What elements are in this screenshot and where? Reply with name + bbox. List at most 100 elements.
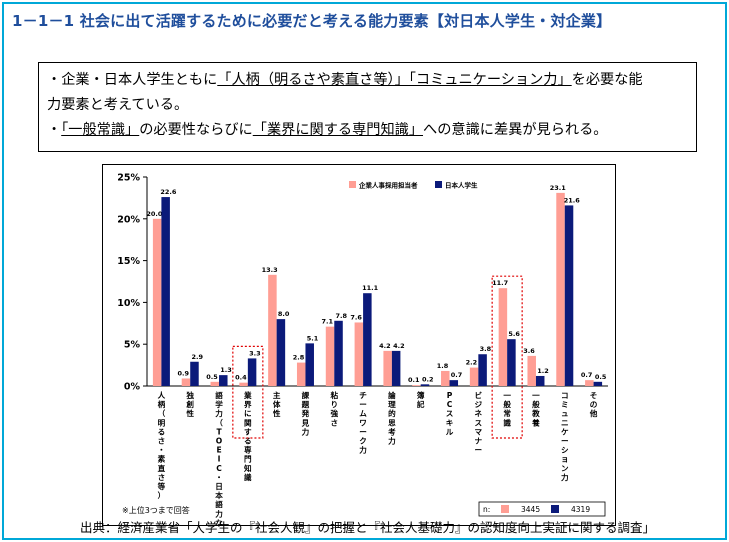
y-tick-label: 10%	[117, 298, 140, 309]
x-category-label: 簿記	[417, 390, 425, 409]
summary-text: ・	[47, 122, 62, 138]
bar-company	[469, 367, 479, 386]
sample-swatch-student	[551, 505, 559, 513]
summary-box: ・企業・日本人学生ともに「人柄（明るさや素直さ等）」「コミュニケーション力」を必…	[38, 62, 697, 152]
bar-company	[181, 378, 191, 386]
highlight-box	[232, 345, 264, 439]
bar-value-label: 2.2	[466, 359, 478, 367]
x-category-label: 一般教養	[531, 391, 540, 427]
bar-company	[498, 288, 508, 386]
sample-size-company: 3445	[521, 505, 540, 514]
bar-value-label: 21.6	[564, 196, 581, 204]
y-tick-label: 25%	[117, 173, 140, 184]
bar-value-label: 5.6	[508, 330, 520, 338]
source-citation: 出典：経済産業省「大学生の『社会人観』の把握と『社会人基礎力』の認知度向上実証に…	[80, 520, 656, 535]
bar-student	[305, 343, 314, 386]
bar-student	[190, 361, 199, 386]
sample-swatch-company	[501, 505, 509, 513]
bar-student	[276, 319, 286, 386]
bar-company	[383, 350, 392, 386]
bar-value-label: 8.0	[278, 310, 290, 318]
bar-value-label: 1.2	[537, 367, 549, 375]
x-category-label: 独創性	[185, 390, 194, 418]
bar-company	[556, 192, 565, 386]
bar-value-label: 7.8	[336, 312, 348, 320]
x-category-label: 人柄（明るさ・素直さ等）	[157, 390, 166, 500]
page-title: 1－1－1 社会に出て活躍するために必要だと考える能力要素【対日本人学生・対企業…	[12, 12, 612, 30]
legend-swatch-student	[435, 181, 442, 188]
summary-text: の必要性ならびに	[139, 122, 253, 138]
bar-student	[219, 375, 228, 386]
x-category-label: 一般常識	[503, 391, 511, 427]
bar-value-label: 23.1	[550, 184, 567, 192]
x-category-label: 課題発見力	[301, 390, 310, 436]
x-category-label: 粘り強さ	[330, 390, 338, 427]
bar-student	[161, 197, 170, 386]
x-category-label: P C スキル	[446, 391, 454, 436]
summary-line-2: 力要素と考えている。	[47, 97, 189, 113]
bar-company	[268, 274, 277, 386]
summary-underlined: 「人柄（明るさや素直さ等）」「コミュニケーション力」	[217, 72, 572, 88]
bar-value-label: 1.8	[437, 362, 449, 370]
summary-text: を必要な能	[571, 72, 643, 88]
bar-company	[152, 218, 162, 386]
bar-value-label: 11.7	[492, 279, 508, 287]
sample-size-student: 4319	[571, 505, 590, 514]
bar-value-label: 22.6	[160, 188, 177, 196]
y-tick-label: 20%	[117, 214, 140, 225]
bar-company	[354, 322, 364, 386]
bar-student	[478, 354, 487, 386]
x-category-label: チームワーク力	[359, 391, 367, 455]
summary-text: ・企業・日本人学生ともに	[47, 72, 218, 88]
bar-value-label: 1.3	[220, 366, 232, 374]
bar-value-label: 4.2	[379, 342, 391, 350]
bar-company	[210, 381, 220, 386]
bar-student	[535, 375, 545, 386]
bar-value-label: 0.1	[408, 376, 420, 384]
bar-value-label: 0.7	[581, 371, 593, 379]
bar-student	[334, 320, 343, 386]
sample-size-label: n:	[483, 505, 490, 514]
bar-chart-panel: 0% 5% 10% 15% 20% 25% 20.0 22.6 人柄（明るさ・素直さ等） 0.9 2…	[102, 164, 616, 542]
bar-value-label: 13.3	[262, 266, 278, 274]
bar-value-label: 0.4	[235, 374, 247, 382]
bar-company	[527, 355, 536, 386]
summary-line-1: ・企業・日本人学生ともに「人柄（明るさや素直さ等）」「コミュニケーション力」を必…	[47, 68, 688, 93]
x-category-label: 業界に関する専門知識	[243, 390, 252, 482]
summary-underlined: 「業界に関する専門知識」	[252, 122, 424, 138]
bar-value-label: 0.5	[595, 373, 607, 381]
bar-value-label: 2.8	[293, 354, 305, 362]
bar-value-label: 3.3	[249, 349, 261, 357]
bar-chart: 0%5%10%15%20%25%20.022.6人柄（明るさ・素直さ等）0.92…	[117, 173, 608, 542]
bar-student	[449, 380, 459, 386]
sample-size-box	[478, 501, 606, 517]
bar-value-label: 4.2	[393, 342, 405, 350]
bar-value-label: 0.7	[451, 371, 463, 379]
bar-student	[391, 350, 401, 386]
bar-company	[412, 385, 421, 386]
bar-student	[363, 293, 372, 386]
summary-line-3: ・「一般常識」の必要性ならびに「業界に関する専門知識」への意識に差異が見られる。	[47, 118, 688, 143]
summary-text: への意識に差異が見られる。	[423, 122, 608, 138]
x-category-label: その他	[589, 391, 598, 418]
x-category-label: 論理的思考力	[388, 390, 396, 446]
bar-student	[507, 339, 516, 386]
bar-value-label: 2.9	[191, 353, 203, 361]
bar-value-label: 3.8	[480, 345, 492, 353]
summary-underlined: 「一般常識」	[61, 122, 140, 138]
bar-value-label: 11.1	[362, 284, 379, 292]
bar-value-label: 0.9	[177, 369, 189, 377]
bar-value-label: 3.6	[523, 347, 535, 355]
bar-student	[420, 384, 430, 386]
bar-company	[239, 382, 248, 386]
footnote: ※上位3つまで回答	[122, 506, 190, 515]
legend-label-student: 日本人学生	[445, 181, 478, 190]
bar-value-label: 7.1	[322, 318, 334, 326]
x-category-label: コミュニケーション力	[561, 391, 569, 482]
bar-student	[593, 381, 603, 386]
bar-company	[441, 370, 450, 386]
x-category-label: 主体性	[273, 390, 281, 418]
bar-value-label: 7.6	[350, 313, 362, 321]
bar-company	[296, 362, 306, 386]
